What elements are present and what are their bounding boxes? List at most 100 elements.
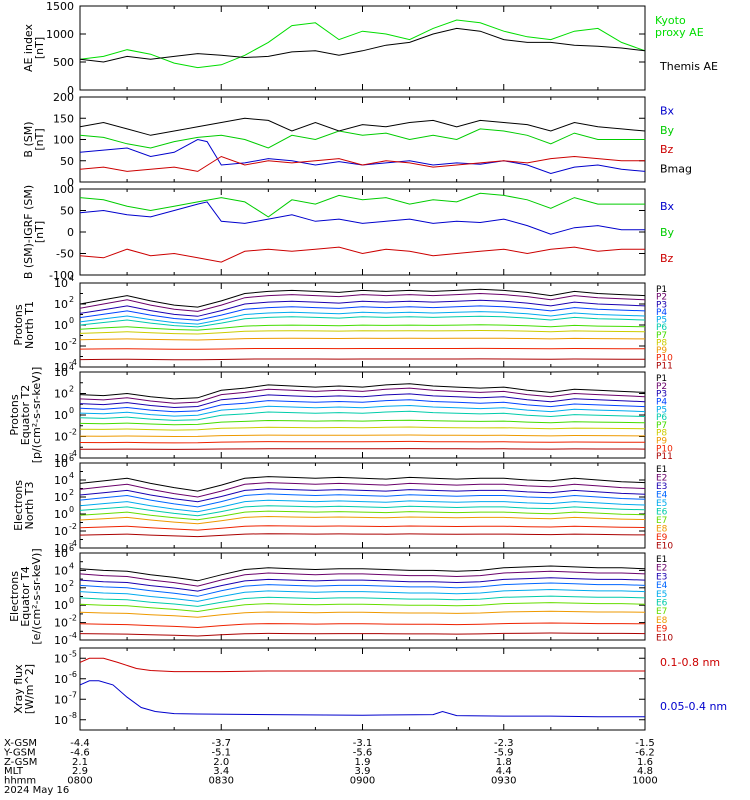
legend-e1: E1	[656, 555, 667, 565]
y-tick-exponent: 0	[69, 316, 74, 325]
y-tick-exponent: -4	[69, 358, 77, 367]
series-line-bx	[80, 138, 645, 175]
legend-by: By	[660, 124, 675, 137]
legend-p1: P1	[656, 374, 667, 384]
y-tick-label: 10	[54, 431, 68, 444]
legend-p10: P10	[656, 444, 673, 454]
y-axis-label: Protons	[12, 304, 25, 345]
y-tick-label: 10	[54, 491, 68, 504]
y-tick-label: 10	[54, 599, 68, 612]
y-tick-label: 150	[53, 112, 74, 125]
y-tick-label: 0	[67, 176, 74, 189]
legend-p7: P7	[656, 331, 667, 341]
y-tick-exponent: 4	[69, 471, 74, 480]
channel-line-p5	[80, 311, 645, 325]
orbit-value: -1.5	[635, 738, 655, 749]
channel-line-p4	[80, 399, 645, 413]
y-tick-label: 10	[54, 298, 68, 311]
y-tick-label: 10	[54, 617, 68, 630]
y-tick-exponent: 4	[69, 561, 74, 570]
y-tick-label: 500	[53, 56, 74, 69]
legend-p5: P5	[656, 405, 667, 415]
y-tick-label: 10	[54, 409, 68, 422]
orbit-value: 1000	[632, 776, 657, 787]
orbit-row-label: MLT	[4, 766, 24, 777]
legend-p10: P10	[656, 354, 673, 364]
legend-p2: P2	[656, 293, 667, 303]
legend-e7: E7	[656, 516, 667, 526]
channel-line-e7	[80, 602, 645, 613]
y-tick-exponent: 2	[69, 579, 74, 588]
legend-bz: Bz	[660, 143, 674, 156]
legend-p9: P9	[656, 346, 667, 356]
legend-e5: E5	[656, 590, 667, 600]
orbit-value: -3.1	[353, 738, 373, 749]
y-tick-label: 10	[54, 525, 68, 538]
orbit-value: -6.2	[635, 747, 655, 758]
legend-p6: P6	[656, 323, 667, 333]
y-tick-label: 10	[54, 319, 68, 332]
y-tick-label: 10	[54, 564, 68, 577]
channel-line-p9	[80, 434, 645, 438]
orbit-value: 1.8	[496, 757, 512, 768]
y-tick-exponent: -2	[69, 614, 77, 623]
y-tick-label: 0	[67, 84, 74, 97]
legend-p4: P4	[656, 397, 667, 407]
channel-line-e5	[80, 499, 645, 513]
channel-line-e9	[80, 525, 645, 531]
y-axis-label: [e/(cm²-s-sr-keV)]	[30, 548, 43, 644]
legend-e10: E10	[656, 542, 673, 552]
legend-bz: Bz	[660, 252, 674, 265]
y-tick-label: 10	[54, 714, 68, 727]
legend-e8: E8	[656, 616, 668, 626]
legend-e3: E3	[656, 572, 667, 582]
channel-line-e3	[80, 577, 645, 592]
series-line-themis-ae	[80, 27, 645, 63]
y-tick-exponent: -4	[69, 631, 77, 640]
channel-line-e5	[80, 588, 645, 602]
series-line-by	[80, 192, 645, 218]
channel-line-p2	[80, 292, 645, 312]
y-tick-exponent: -8	[69, 711, 77, 720]
legend-p6: P6	[656, 413, 667, 423]
channel-line-e6	[80, 595, 645, 607]
legend-kyoto-proxy-ae: proxy AE	[655, 26, 704, 39]
orbit-row-label: X-GSM	[4, 738, 37, 749]
y-tick-exponent: 2	[69, 488, 74, 497]
y-axis-label: Electrons	[8, 571, 21, 622]
orbit-value: 3.4	[213, 766, 229, 777]
channel-line-p1	[80, 288, 645, 308]
legend-bmag: Bmag	[660, 162, 692, 175]
legend-e6: E6	[656, 599, 668, 609]
orbit-value: 0900	[350, 776, 375, 787]
y-axis-label: North T1	[23, 301, 36, 349]
channel-line-e9	[80, 622, 645, 629]
y-axis-label: [nT]	[33, 128, 46, 150]
y-tick-label: 10	[54, 652, 68, 665]
channel-line-p3	[80, 393, 645, 409]
y-tick-exponent: -2	[69, 428, 77, 437]
channel-line-e10	[80, 632, 645, 637]
legend-bx: Bx	[660, 105, 675, 118]
y-axis-label: AE index	[22, 23, 35, 72]
series-line-0-1-0-8-nm	[80, 657, 645, 673]
y-tick-exponent: 2	[69, 295, 74, 304]
channel-line-p6	[80, 315, 645, 328]
channel-line-e6	[80, 505, 645, 517]
channel-line-p3	[80, 299, 645, 317]
y-tick-label: 200	[53, 91, 74, 104]
legend-0-05-0-4-nm: 0.05-0.4 nm	[660, 700, 727, 713]
y-tick-label: 10	[54, 457, 68, 470]
y-tick-exponent: 2	[69, 385, 74, 394]
y-tick-exponent: -4	[69, 449, 77, 458]
legend-e1: E1	[656, 465, 667, 475]
channel-line-e2	[80, 570, 645, 587]
channel-line-p8	[80, 329, 645, 335]
y-tick-label: 10	[54, 366, 68, 379]
y-tick-label: 10	[54, 582, 68, 595]
channel-line-e2	[80, 482, 645, 498]
y-tick-label: 10	[54, 474, 68, 487]
legend-p9: P9	[656, 437, 667, 447]
